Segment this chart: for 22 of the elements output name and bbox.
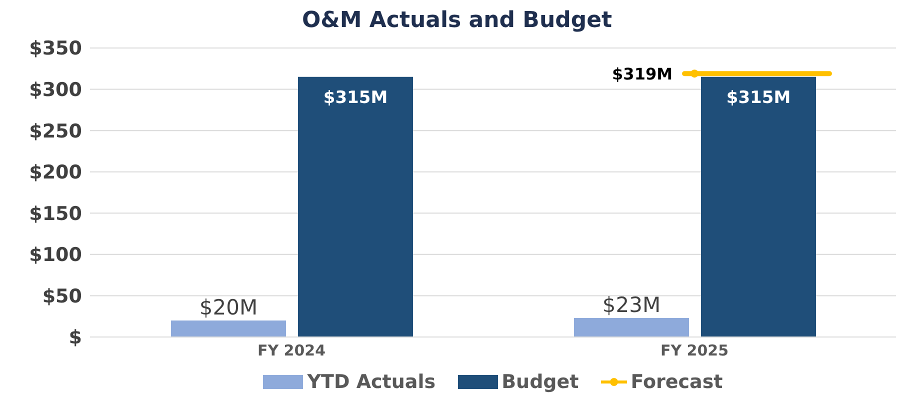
chart-title: O&M Actuals and Budget — [300, 8, 614, 34]
y-tick-label: $250 — [29, 120, 82, 142]
data-label: $315M — [726, 88, 791, 108]
x-tick-label: FY 2024 — [257, 342, 326, 360]
y-tick-label: $100 — [29, 244, 82, 266]
bar — [171, 320, 286, 337]
bar — [574, 318, 689, 337]
y-tick-label: $350 — [29, 38, 82, 60]
bar — [298, 76, 413, 337]
y-tick-label: $ — [68, 326, 82, 349]
legend-label: Budget — [502, 371, 579, 393]
y-tick-label: $150 — [29, 202, 82, 225]
data-label: $319M — [612, 64, 672, 84]
data-label: $20M — [199, 295, 258, 320]
x-tick-label: FY 2025 — [660, 342, 729, 360]
legend-label: YTD Actuals — [307, 371, 436, 393]
y-tick-label: $200 — [29, 162, 82, 184]
legend-label: Forecast — [630, 371, 723, 393]
data-label: $315M — [323, 88, 388, 108]
data-label: $23M — [602, 293, 661, 318]
y-tick-label: $300 — [29, 79, 82, 102]
y-tick-label: $50 — [42, 285, 82, 308]
